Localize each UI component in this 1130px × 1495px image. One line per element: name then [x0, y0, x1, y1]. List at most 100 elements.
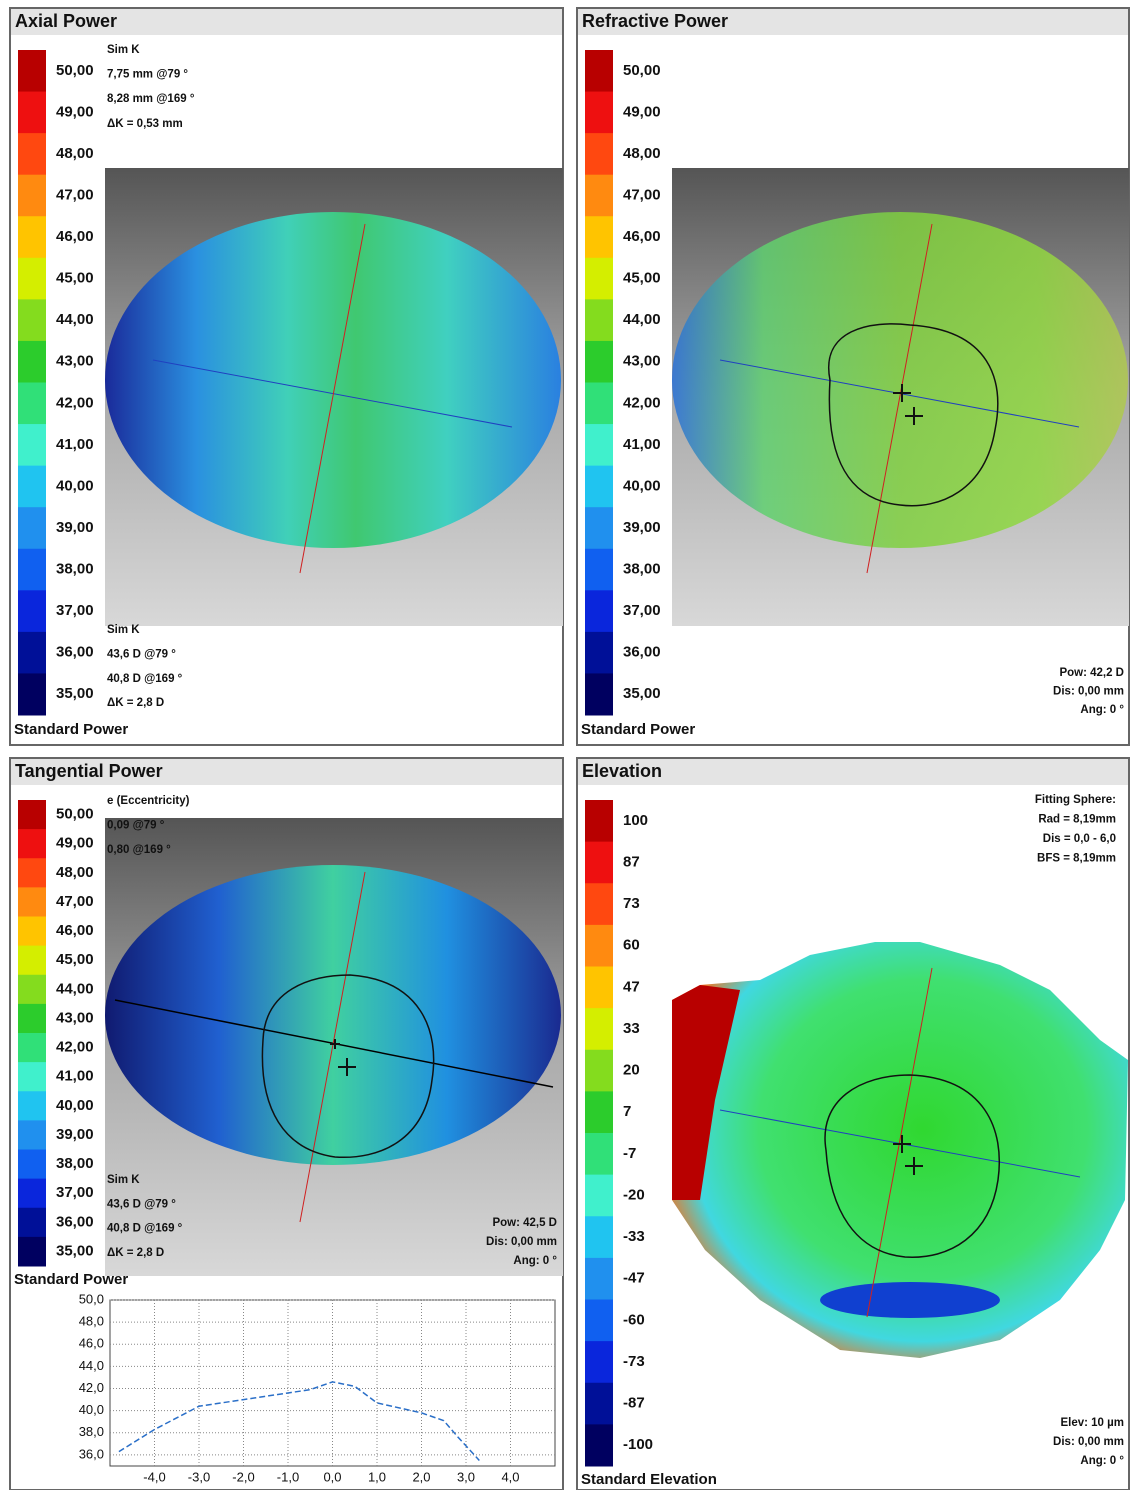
scale-label: -7 — [623, 1145, 636, 1162]
color-swatch — [18, 50, 46, 92]
scale-label: -73 — [623, 1353, 645, 1370]
scale-label: 36,00 — [56, 644, 94, 661]
color-swatch — [585, 1175, 613, 1217]
color-swatch — [585, 925, 613, 967]
panel-title: Elevation — [582, 761, 662, 781]
color-swatch — [585, 133, 613, 175]
color-swatch — [585, 341, 613, 383]
scale-label: 35,00 — [56, 1242, 94, 1259]
info-text: 0,09 @79 ° — [107, 820, 165, 832]
scale-label: -33 — [623, 1228, 645, 1245]
scale-label: 44,00 — [56, 311, 94, 328]
info-text: e (Eccentricity) — [107, 795, 190, 807]
color-swatch — [18, 216, 46, 258]
color-swatch — [585, 1424, 613, 1466]
color-swatch — [585, 1008, 613, 1050]
y-tick-label: 48,0 — [79, 1314, 104, 1329]
y-tick-label: 44,0 — [79, 1358, 104, 1373]
info-text: Pow: 42,2 D — [1059, 667, 1124, 679]
info-text: Rad = 8,19mm — [1038, 814, 1116, 826]
info-text: 40,8 D @169 ° — [107, 1223, 183, 1235]
color-swatch — [18, 258, 46, 300]
y-tick-label: 50,0 — [79, 1291, 104, 1306]
scale-label: 49,00 — [623, 103, 661, 120]
scale-label: 48,00 — [56, 864, 94, 881]
scale-label: 45,00 — [56, 951, 94, 968]
scale-label: -60 — [623, 1311, 645, 1328]
y-tick-label: 36,0 — [79, 1446, 104, 1461]
y-tick-label: 46,0 — [79, 1336, 104, 1351]
info-text: ΔK = 2,8 D — [107, 1247, 164, 1259]
scale-label: 50,00 — [56, 806, 94, 823]
scale-label: 49,00 — [56, 835, 94, 852]
color-swatch — [585, 216, 613, 258]
color-swatch — [18, 1091, 46, 1121]
color-swatch — [18, 1033, 46, 1063]
color-swatch — [585, 673, 613, 715]
info-text: Elev: 10 µm — [1060, 1417, 1124, 1429]
x-tick-label: 1,0 — [368, 1469, 386, 1484]
color-swatch — [18, 858, 46, 888]
color-swatch — [585, 424, 613, 466]
scale-label: 39,00 — [56, 519, 94, 536]
color-swatch — [585, 466, 613, 508]
scale-label: 47,00 — [56, 893, 94, 910]
color-swatch — [585, 1341, 613, 1383]
color-swatch — [585, 1133, 613, 1175]
scale-label: 39,00 — [56, 1126, 94, 1143]
x-tick-label: 2,0 — [412, 1469, 430, 1484]
scale-label: 35,00 — [56, 685, 94, 702]
scale-label: -20 — [623, 1186, 645, 1203]
info-text: 8,28 mm @169 ° — [107, 93, 195, 105]
color-swatch — [585, 883, 613, 925]
color-swatch — [18, 1208, 46, 1238]
x-tick-label: 0,0 — [323, 1469, 341, 1484]
color-swatch — [18, 1062, 46, 1092]
scale-label: 7 — [623, 1103, 631, 1120]
color-swatch — [18, 632, 46, 674]
color-swatch — [18, 92, 46, 134]
color-swatch — [18, 1004, 46, 1034]
color-swatch — [585, 842, 613, 884]
panel-title: Refractive Power — [582, 11, 728, 31]
scale-label: 48,00 — [623, 145, 661, 162]
scale-label: 33 — [623, 1020, 640, 1037]
color-swatch — [18, 175, 46, 217]
color-swatch — [18, 887, 46, 917]
color-swatch — [18, 1120, 46, 1150]
info-text: Ang: 0 ° — [1080, 1455, 1124, 1467]
scale-label: 37,00 — [56, 602, 94, 619]
info-text: Sim K — [107, 624, 140, 636]
x-tick-label: -4,0 — [143, 1469, 165, 1484]
scale-label: 42,00 — [56, 1039, 94, 1056]
info-text: 0,80 @169 ° — [107, 844, 171, 856]
color-swatch — [585, 50, 613, 92]
info-text: 43,6 D @79 ° — [107, 1198, 176, 1210]
scale-label: 45,00 — [56, 270, 94, 287]
color-swatch — [585, 590, 613, 632]
info-text: Fitting Sphere: — [1035, 794, 1116, 806]
color-swatch — [585, 967, 613, 1009]
scale-label: 50,00 — [56, 62, 94, 79]
color-swatch — [18, 590, 46, 632]
color-swatch — [18, 1179, 46, 1209]
panel-footer: Standard Power — [14, 721, 128, 738]
scale-label: 41,00 — [623, 436, 661, 453]
page: {"scale_colors":["#b80000","#ee1010","#f… — [0, 0, 1130, 1495]
color-swatch — [18, 466, 46, 508]
color-swatch — [585, 1216, 613, 1258]
info-text: BFS = 8,19mm — [1037, 853, 1116, 865]
color-swatch — [18, 1237, 46, 1267]
color-swatch — [18, 946, 46, 976]
scale-label: 100 — [623, 812, 648, 829]
color-swatch — [585, 1050, 613, 1092]
panel-footer: Standard Power — [581, 721, 695, 738]
color-swatch — [585, 175, 613, 217]
color-swatch — [585, 1300, 613, 1342]
scale-label: 44,00 — [623, 311, 661, 328]
color-swatch — [585, 549, 613, 591]
color-swatch — [585, 1383, 613, 1425]
scale-label: 43,00 — [56, 1009, 94, 1026]
color-swatch — [585, 383, 613, 425]
info-text: Sim K — [107, 1174, 140, 1186]
